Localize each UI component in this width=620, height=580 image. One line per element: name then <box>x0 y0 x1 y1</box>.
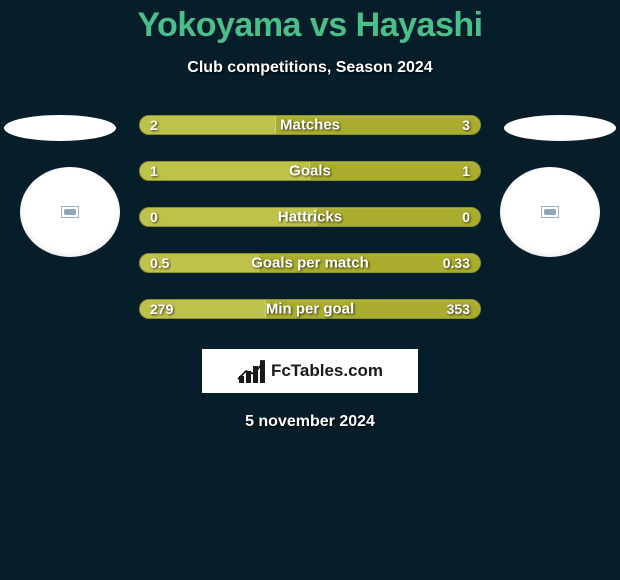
stat-label: Goals per match <box>251 255 369 272</box>
stat-bar: 2 Matches 3 <box>139 115 481 135</box>
stat-label: Goals <box>289 163 331 180</box>
subtitle: Club competitions, Season 2024 <box>0 59 620 77</box>
stat-left-value: 0.5 <box>150 255 169 271</box>
stat-left-value: 2 <box>150 117 158 133</box>
stat-right-value: 353 <box>447 301 470 317</box>
stat-label: Hattricks <box>278 209 342 226</box>
player-left-shadow <box>4 115 116 141</box>
stat-left-value: 0 <box>150 209 158 225</box>
bar-chart-icon <box>237 359 265 383</box>
stat-bar: 279 Min per goal 353 <box>139 299 481 319</box>
stat-right-value: 0 <box>462 209 470 225</box>
player-left-avatar <box>20 167 120 257</box>
comparison-arena: 2 Matches 3 1 Goals 1 0 Hattricks 0 0.5 Goals per … <box>0 115 620 319</box>
player-right-avatar <box>500 167 600 257</box>
stat-bar: 0.5 Goals per match 0.33 <box>139 253 481 273</box>
stat-bars: 2 Matches 3 1 Goals 1 0 Hattricks 0 0.5 Goals per … <box>139 115 481 319</box>
player-left-flag-icon <box>61 206 79 218</box>
stat-right-value: 0.33 <box>443 255 470 271</box>
date-label: 5 november 2024 <box>0 413 620 431</box>
stat-left-value: 1 <box>150 163 158 179</box>
stat-bar: 0 Hattricks 0 <box>139 207 481 227</box>
stat-right-value: 1 <box>462 163 470 179</box>
brand-text: FcTables.com <box>271 361 383 381</box>
stat-bar-fill <box>140 162 310 180</box>
player-right-flag-icon <box>541 206 559 218</box>
stat-bar-fill <box>140 116 276 134</box>
brand-logo[interactable]: FcTables.com <box>202 349 418 393</box>
trend-line-icon <box>237 359 265 383</box>
stat-bar: 1 Goals 1 <box>139 161 481 181</box>
player-right-shadow <box>504 115 616 141</box>
stat-label: Min per goal <box>266 301 354 318</box>
page-title: Yokoyama vs Hayashi <box>0 0 620 45</box>
stat-right-value: 3 <box>462 117 470 133</box>
stat-label: Matches <box>280 117 340 134</box>
stat-left-value: 279 <box>150 301 173 317</box>
